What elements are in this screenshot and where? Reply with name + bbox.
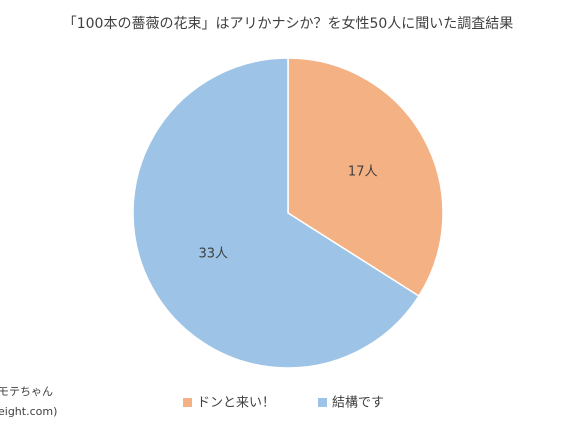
legend-label: 結構です xyxy=(332,396,384,411)
source-text: モテちゃん xyxy=(0,385,53,398)
pie-slice xyxy=(287,57,444,298)
legend-swatch xyxy=(318,398,327,407)
data-label: 17人 xyxy=(348,164,378,179)
legend-swatch xyxy=(183,398,192,407)
pie-slice xyxy=(132,57,420,369)
legend-label: ドンと来い！ xyxy=(197,396,275,411)
data-label: 33人 xyxy=(199,247,229,262)
source-text: eight.com) xyxy=(0,405,57,418)
chart-title: 「100本の薔薇の花束」はアリかナシか？を女性50人に聞いた調査結果 xyxy=(63,15,514,32)
